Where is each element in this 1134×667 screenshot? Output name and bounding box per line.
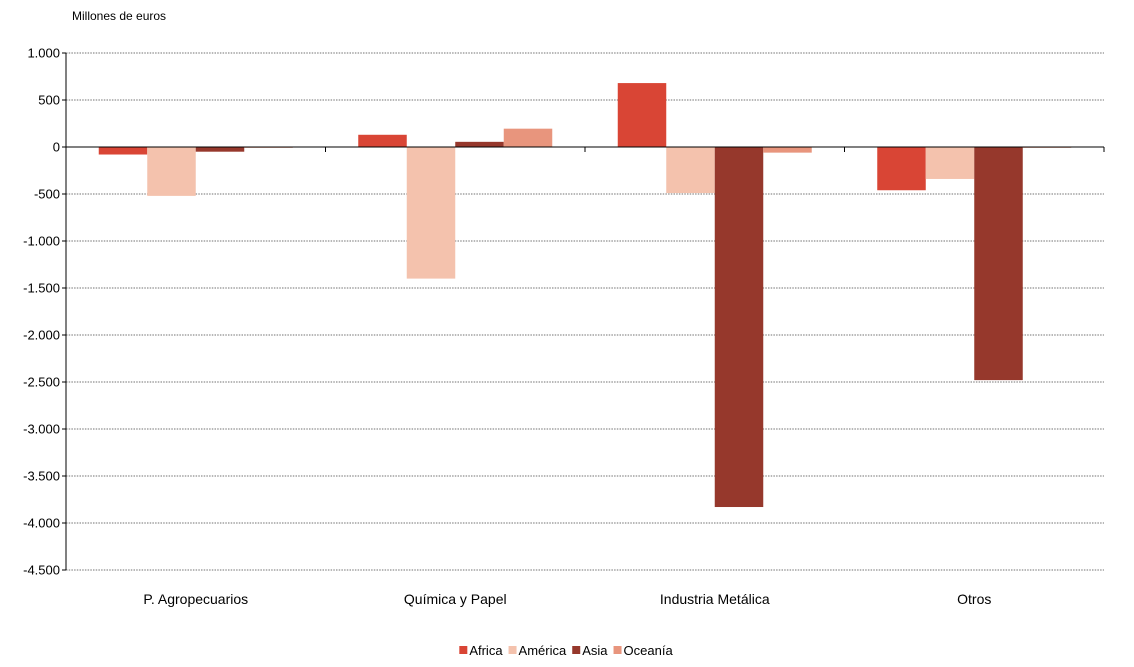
legend-item: Asia bbox=[572, 643, 608, 658]
x-tick-label: Química y Papel bbox=[404, 591, 507, 607]
legend: Africa América Asia Oceanía bbox=[459, 643, 673, 658]
bar bbox=[147, 147, 196, 196]
legend-item: Africa bbox=[459, 643, 503, 658]
bar bbox=[974, 147, 1023, 381]
y-tick-label: -2.000 bbox=[23, 328, 60, 343]
y-tick-label: 500 bbox=[38, 93, 60, 108]
bar bbox=[714, 147, 764, 508]
bar bbox=[195, 147, 245, 152]
bar bbox=[406, 147, 456, 279]
bar bbox=[503, 128, 553, 147]
y-tick-label: -2.500 bbox=[23, 375, 60, 390]
legend-label: Africa bbox=[469, 643, 503, 658]
y-tick-label: -3.000 bbox=[23, 422, 60, 437]
gridlines bbox=[66, 52, 1104, 571]
y-tick-label: -3.500 bbox=[23, 469, 60, 484]
legend-swatch bbox=[508, 646, 517, 654]
legend-item: Oceanía bbox=[613, 643, 674, 658]
y-tick-label: -4.000 bbox=[23, 516, 60, 531]
bar bbox=[666, 147, 715, 194]
legend-swatch bbox=[459, 646, 468, 654]
bar bbox=[98, 147, 148, 155]
legend-item: América bbox=[508, 643, 567, 658]
y-tick-label: -1.500 bbox=[23, 281, 60, 296]
legend-swatch bbox=[613, 646, 622, 654]
legend-label: Asia bbox=[582, 643, 608, 658]
y-tick-label: -500 bbox=[34, 187, 60, 202]
legend-label: Oceanía bbox=[624, 643, 674, 658]
axes bbox=[62, 52, 1105, 571]
y-tick-label: 0 bbox=[53, 140, 60, 155]
legend-label: América bbox=[519, 643, 567, 658]
y-tick-label: -1.000 bbox=[23, 234, 60, 249]
y-tick-labels: 1.000 500 0 -500 -1.000 -1.500 -2.000 -2.500 -3.… bbox=[23, 46, 60, 578]
x-tick-label: P. Agropecuarios bbox=[143, 591, 248, 607]
bar bbox=[617, 83, 667, 147]
x-tick-label: Industria Metálica bbox=[660, 591, 770, 607]
y-unit-label: Millones de euros bbox=[72, 9, 166, 23]
x-tick-labels: P. Agropecuarios Química y Papel Industria… bbox=[143, 591, 991, 607]
bar bbox=[358, 134, 407, 147]
x-tick-label: Otros bbox=[957, 591, 991, 607]
y-tick-label: 1.000 bbox=[27, 46, 60, 61]
bars bbox=[98, 83, 1072, 508]
bar bbox=[877, 147, 926, 191]
y-tick-label: -4.500 bbox=[23, 563, 60, 578]
legend-swatch bbox=[572, 646, 581, 654]
bar bbox=[763, 147, 812, 153]
bar bbox=[455, 141, 504, 147]
bar bbox=[925, 147, 975, 179]
